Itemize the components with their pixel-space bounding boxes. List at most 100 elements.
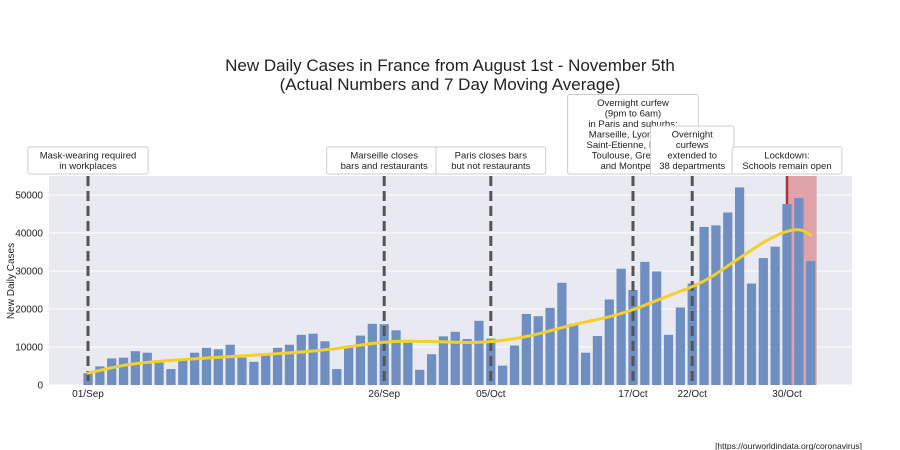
bar: [166, 369, 176, 385]
bar: [794, 198, 804, 385]
bar: [521, 313, 531, 385]
annotation-line: extended to: [667, 151, 717, 162]
bar: [711, 225, 721, 385]
x-tick-label: 05/Oct: [476, 389, 506, 400]
annotation-line: Toulouse, Grenoble: [592, 151, 674, 162]
bar: [237, 357, 247, 385]
bar: [344, 347, 354, 385]
annotation-line: Paris closes bars: [455, 151, 528, 162]
bar: [723, 212, 733, 385]
bar: [509, 345, 520, 385]
bar: [758, 258, 768, 385]
y-axis-ticks: 0 10000 20000 30000 40000 50000: [15, 191, 43, 392]
bar: [178, 360, 188, 385]
bar: [569, 323, 579, 385]
x-axis-ticks: 01/Sep 26/Sep 05/Oct 17/Oct 22/Oct 30/Oct: [72, 389, 802, 400]
annotation-line: Mask-wearing required: [40, 151, 137, 162]
annotation-line: and Montpellier: [600, 161, 665, 172]
annotation-line: Overnight curfew: [597, 98, 669, 109]
bar: [249, 361, 259, 385]
bar: [130, 351, 141, 385]
annotation-box: [731, 146, 843, 175]
moving-average-group: [86, 228, 813, 375]
x-tick-label: 17/Oct: [618, 389, 648, 400]
annotation-line: Marseille, Lyon, Lille,: [589, 130, 677, 141]
bar: [261, 354, 271, 385]
y-tick-label: 0: [37, 381, 43, 392]
bar: [355, 335, 366, 385]
bar: [320, 341, 330, 385]
annotation-box: [435, 146, 547, 175]
x-tick-label: 22/Oct: [677, 389, 707, 400]
event-lines-group: [86, 176, 694, 385]
bar: [379, 324, 389, 385]
annotation-line: (9pm to 6am): [605, 109, 662, 120]
bar: [746, 283, 757, 385]
bar: [415, 369, 425, 385]
bar: [296, 334, 306, 385]
annotation-box: [27, 146, 149, 175]
bar: [284, 344, 295, 385]
annotation-line: in workplaces: [59, 161, 117, 172]
y-tick-label: 30000: [15, 267, 43, 278]
bar: [391, 330, 401, 385]
bar: [675, 307, 685, 385]
bar: [616, 268, 626, 385]
source-note: [https://ourworldindata.org/coronavirus]: [715, 441, 862, 450]
bar: [652, 271, 662, 385]
bar: [190, 352, 200, 385]
bar: [734, 187, 745, 385]
bar: [201, 347, 212, 385]
bar: [154, 360, 164, 385]
bar: [782, 204, 792, 385]
annotation-line: Saint-Etienne, Rouen,: [587, 140, 680, 151]
annotation-line: curfews: [676, 140, 709, 151]
bar: [592, 335, 603, 385]
bar: [663, 334, 674, 385]
y-tick-label: 10000: [15, 343, 43, 354]
bar: [498, 365, 508, 385]
bar: [367, 323, 377, 385]
bar: [806, 261, 816, 385]
annotation-line: bars and restaurants: [341, 161, 428, 172]
bar: [225, 344, 235, 385]
bar: [533, 316, 543, 385]
bar: [403, 342, 413, 385]
bar: [604, 299, 614, 385]
bar: [462, 339, 472, 385]
bar: [474, 320, 484, 385]
bar: [213, 349, 223, 385]
y-tick-label: 50000: [15, 191, 43, 202]
annotation-line: in Paris and suburbs;: [588, 119, 677, 130]
bar: [580, 352, 591, 385]
annotation-line: 38 departments: [659, 161, 725, 172]
bar: [426, 354, 437, 385]
bar: [545, 307, 555, 385]
bar: [118, 357, 129, 385]
chart-title-line-1: New Daily Cases in France from August 1s…: [225, 56, 675, 75]
bar: [438, 336, 449, 385]
bar: [95, 366, 105, 385]
annotation-line: Overnight: [672, 130, 714, 141]
annotation: Lockdown:Schools remain open: [731, 146, 843, 175]
bar: [142, 352, 152, 385]
bar: [107, 358, 117, 385]
bar: [272, 347, 283, 385]
annotation-line: Schools remain open: [742, 161, 831, 172]
y-tick-label: 20000: [15, 305, 43, 316]
moving-average-line: [86, 228, 813, 375]
y-tick-label: 40000: [15, 229, 43, 240]
bar: [308, 333, 318, 385]
bar: [450, 331, 460, 385]
bar: [332, 369, 342, 385]
y-axis-label: New Daily Cases: [6, 243, 17, 319]
bar: [699, 226, 709, 385]
annotation-line: but not restaurants: [451, 161, 530, 172]
annotation-line: Marseille closes: [350, 151, 418, 162]
